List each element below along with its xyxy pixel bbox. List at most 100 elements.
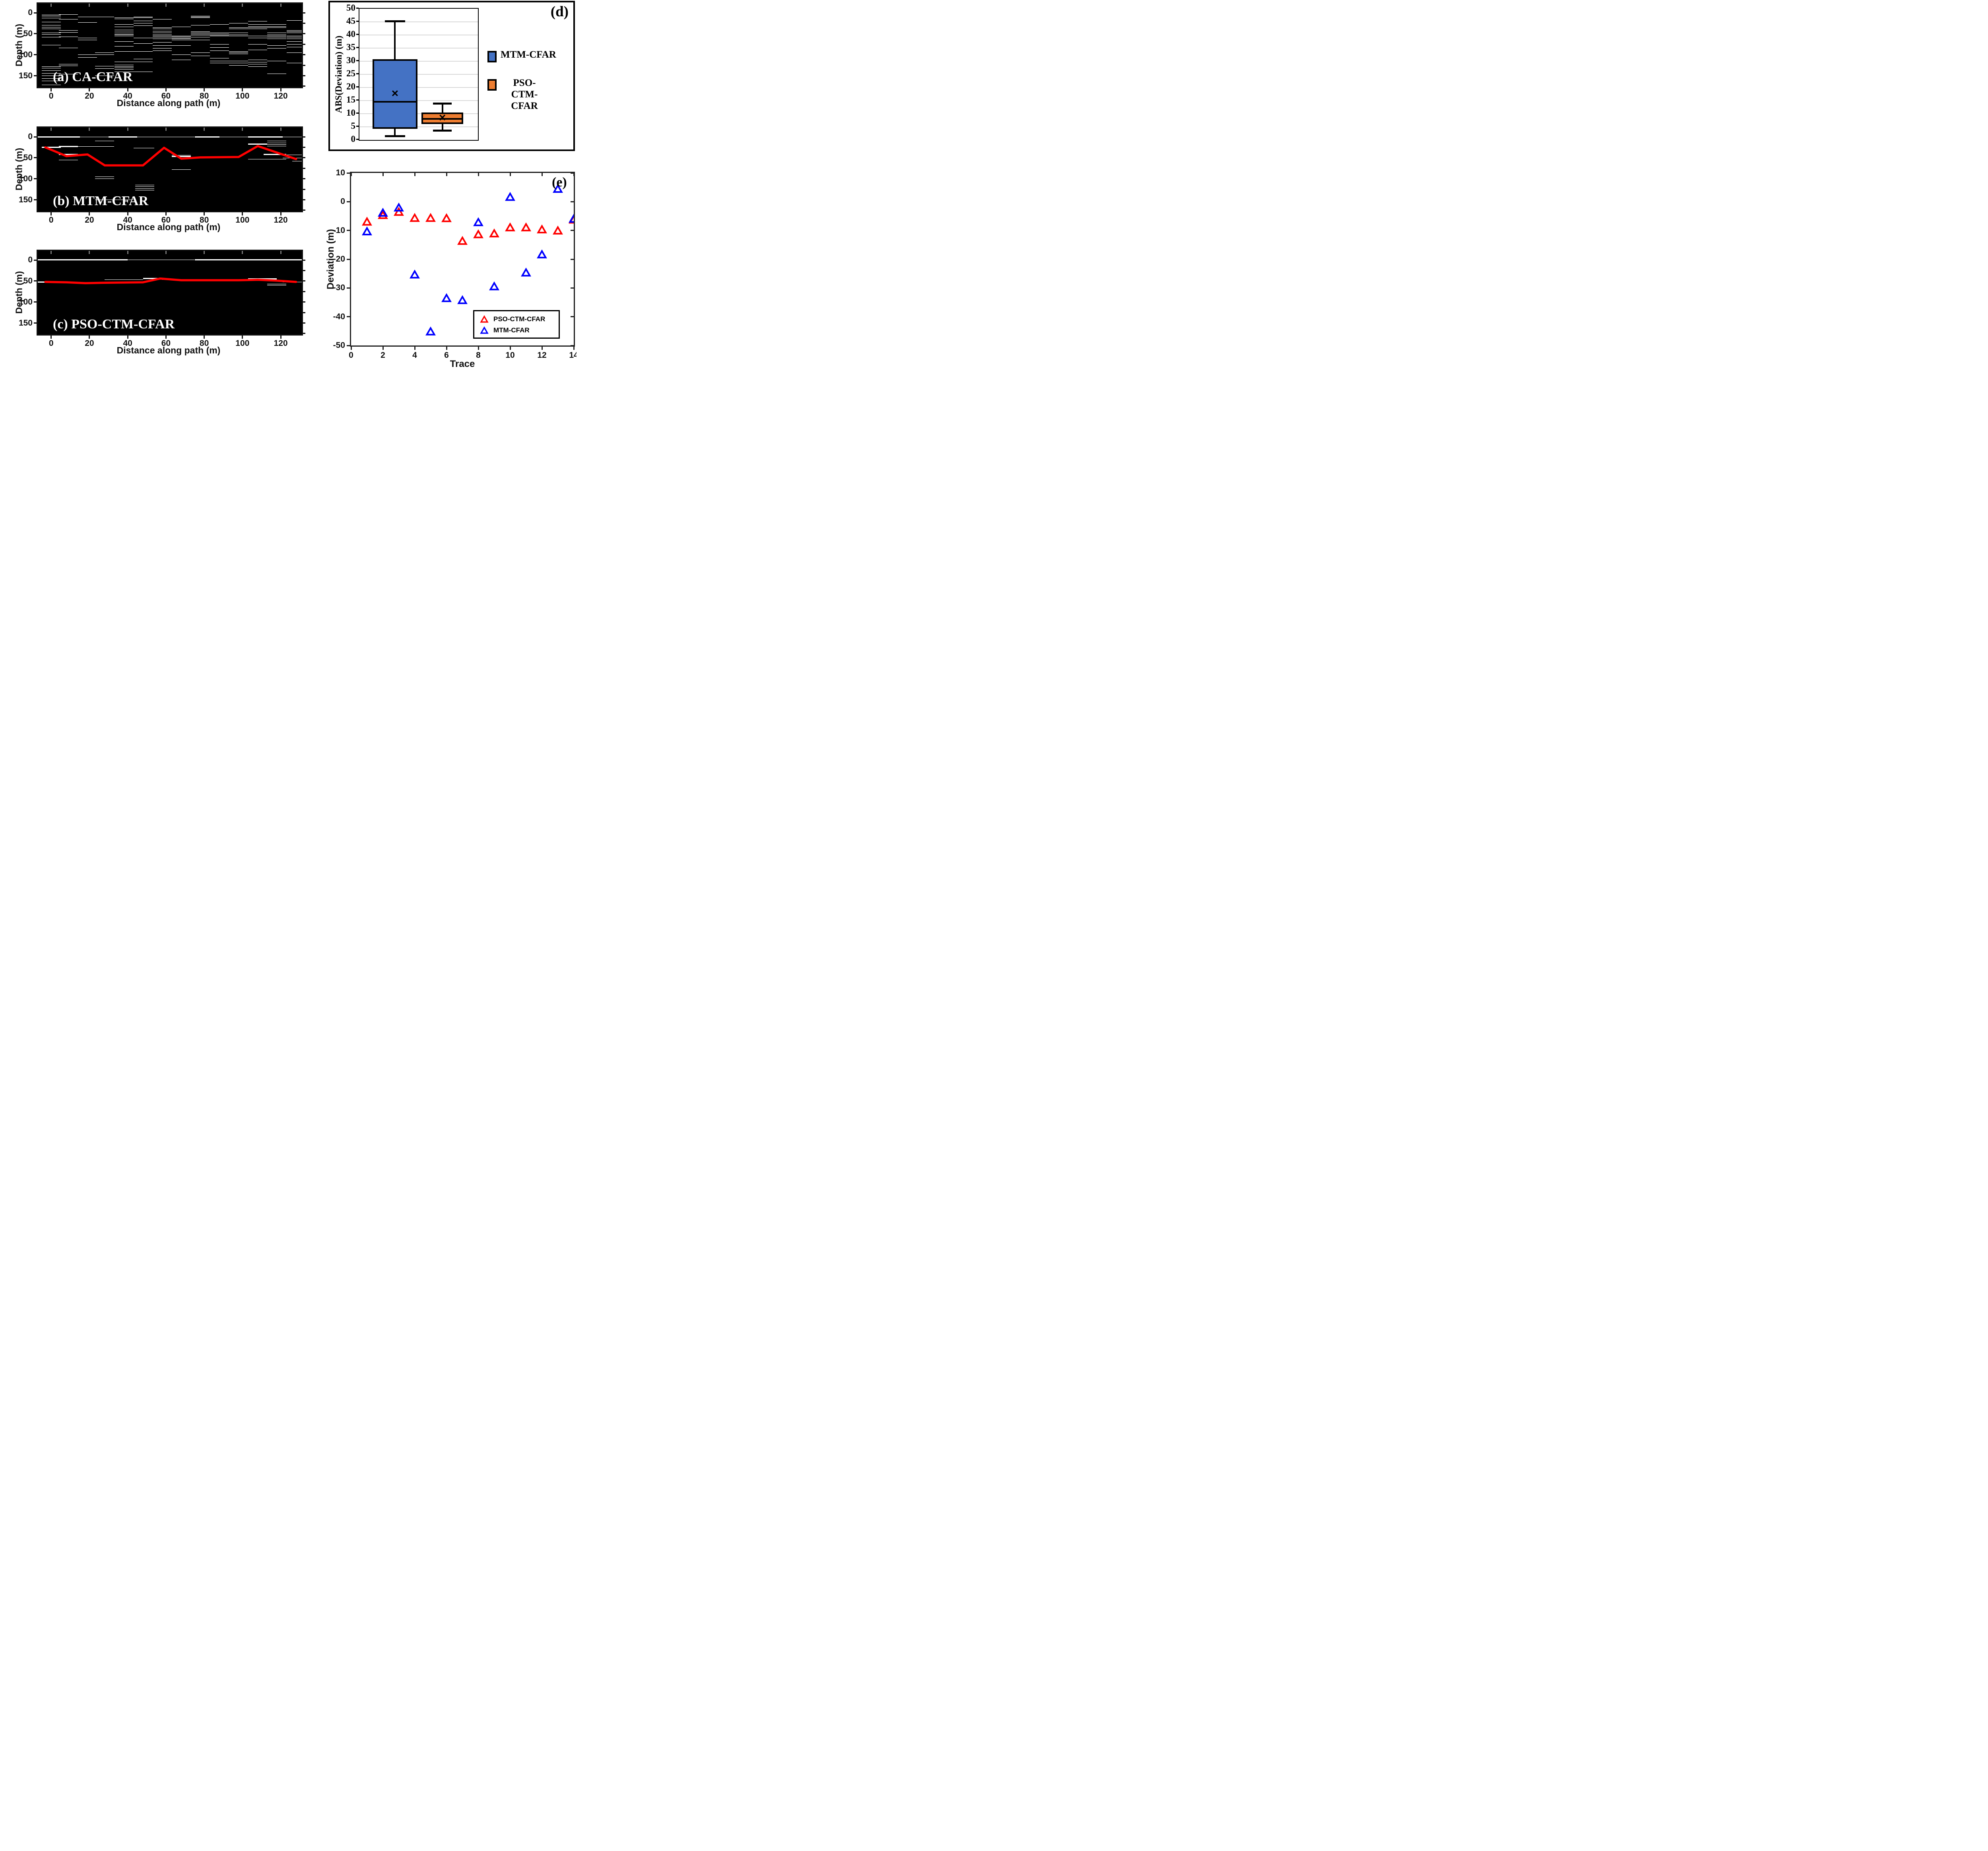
figure-cfar-comparison: Depth (m) (a) CA-CFAR Distance along pat… [0, 0, 577, 370]
radar-echo-segment [248, 44, 268, 45]
axis-tick [356, 47, 359, 48]
legend-entry-mtm: MTM-CFAR [480, 325, 559, 336]
mean-marker: × [391, 86, 399, 100]
scatter-point-pso [489, 228, 499, 238]
radar-echo-segment [229, 27, 248, 28]
radar-echo-segment [286, 52, 302, 53]
scatter-point-pso [521, 222, 531, 231]
radar-echo-segment [114, 66, 134, 67]
axis-tick [303, 23, 305, 24]
tick-label: 40 [123, 215, 132, 225]
legend-entry-pso: PSO-CTM-CFAR [487, 78, 571, 112]
radar-echo-segment [78, 57, 97, 58]
tick-label: 15 [346, 95, 355, 105]
radar-echo-segment [114, 24, 134, 25]
gridline [359, 48, 478, 49]
axis-tick [204, 251, 205, 254]
axis-tick [242, 4, 243, 7]
scatter-point-mtm [505, 192, 515, 201]
axis-tick [303, 157, 305, 159]
radar-echo-segment [58, 154, 78, 155]
tick-label: 12 [537, 351, 547, 360]
axis-tick [303, 75, 305, 76]
axis-tick [303, 322, 305, 324]
gridline [359, 126, 478, 127]
scatter-point-pso [378, 210, 388, 219]
axis-tick [280, 336, 282, 339]
whisker-line [441, 103, 443, 113]
axis-tick [303, 136, 305, 138]
tick-label: 0 [28, 8, 33, 17]
radar-echo-segment [267, 45, 287, 46]
tick-label: 0 [340, 197, 345, 206]
axis-tick [165, 88, 167, 91]
radar-echo-segment [190, 31, 210, 32]
tick-label: 30 [346, 55, 355, 65]
tick-label: 8 [476, 351, 481, 360]
tick-label: 80 [199, 215, 209, 225]
axis-tick [303, 167, 305, 169]
radar-echo-segment [171, 156, 191, 157]
tick-label: 45 [346, 16, 355, 26]
scatter-point-mtm [521, 267, 531, 277]
axis-tick [303, 210, 305, 211]
triangle-icon [480, 315, 489, 323]
legend-entry-mtm: MTM-CFAR [487, 49, 571, 62]
axis-tick [204, 88, 205, 91]
radar-echo-segment [286, 31, 302, 32]
axis-tick [242, 128, 243, 131]
radar-echo-segment [210, 24, 229, 25]
gridline [359, 100, 478, 101]
axis-tick [280, 251, 282, 254]
radar-echo-segment [267, 144, 287, 145]
tick-label: 120 [274, 339, 288, 348]
radar-echo-segment [248, 26, 268, 27]
axis-tick [34, 322, 37, 324]
radar-echo-segment [58, 146, 78, 147]
scatter-point-pso [473, 229, 483, 239]
radar-echo-segment [133, 17, 153, 18]
radar-echo-segment [114, 69, 134, 70]
axis-tick [34, 178, 37, 180]
scatter-point-mtm [425, 326, 436, 336]
tick-label: 40 [346, 29, 355, 39]
scatter-point-mtm [441, 293, 452, 302]
radar-echo-segment [105, 279, 143, 280]
radar-echo-segment [248, 143, 268, 145]
radar-echo-segment [58, 32, 78, 33]
whisker-cap [433, 102, 452, 105]
radar-echo-segment [190, 52, 210, 53]
scatter-point-pso [394, 207, 404, 216]
radar-echo-segment [248, 27, 268, 28]
tick-label: 0 [49, 339, 54, 348]
radar-echo-segment [248, 24, 268, 25]
axis-tick [303, 333, 305, 334]
axis-tick [446, 347, 447, 350]
axis-tick [303, 43, 305, 45]
radar-echo-segment [171, 45, 191, 46]
panel-a-title: (a) CA-CFAR [53, 70, 133, 84]
radar-echo-segment [114, 51, 134, 52]
picked-horizon-line [44, 277, 297, 285]
radar-echo-segment [286, 44, 302, 45]
tick-label: 40 [123, 91, 132, 101]
radar-echo-segment [229, 52, 248, 53]
tick-label: -30 [333, 283, 345, 293]
axis-tick [571, 172, 574, 174]
axis-tick [34, 12, 37, 14]
median-line [372, 101, 417, 103]
axis-tick [571, 258, 574, 260]
tick-label: 0 [49, 91, 54, 101]
axis-tick [165, 212, 167, 215]
radar-echo-segment [78, 146, 115, 147]
scatter-point-pso [441, 213, 452, 222]
axis-tick [280, 4, 282, 7]
radargram-a: (a) CA-CFAR [37, 2, 303, 88]
axis-tick [382, 173, 384, 176]
tick-label: 100 [18, 174, 33, 183]
tick-label: 2 [381, 351, 385, 360]
axis-tick [89, 336, 90, 339]
axis-tick [571, 287, 574, 289]
axis-tick [303, 301, 305, 303]
tick-label: 25 [346, 68, 355, 78]
